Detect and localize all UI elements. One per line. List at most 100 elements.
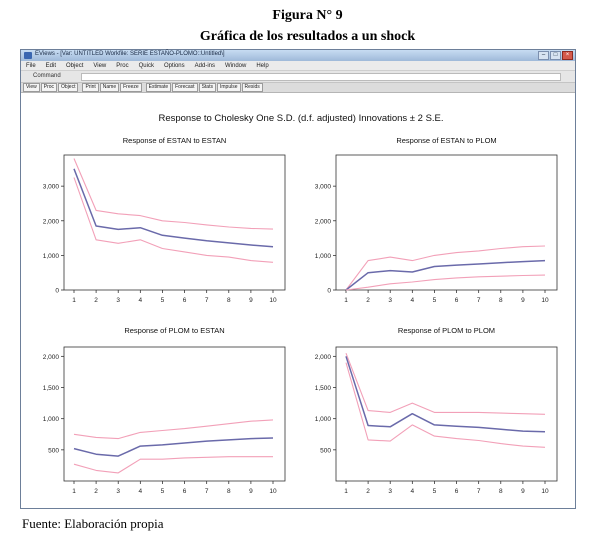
y-tick-label: 3,000 [43,184,60,191]
menu-edit[interactable]: Edit [45,62,57,69]
panel-title: Response of PLOM to ESTAN [124,326,224,335]
x-tick-label: 2 [94,297,98,304]
x-tick-label: 7 [205,488,209,495]
menu-help[interactable]: Help [256,62,269,69]
toolbar-view-button[interactable]: View [23,83,40,92]
x-tick-label: 9 [249,488,253,495]
lower-band-line [345,362,546,448]
toolbar-stats-button[interactable]: Stats [198,83,216,92]
y-tick-label: 1,000 [315,253,332,260]
panel-1: Response of ESTAN to ESTAN 0 1,000 2,000 3,0… [43,136,286,304]
x-tick-label: 7 [477,297,481,304]
close-button[interactable]: × [562,51,573,60]
menu-bar: File Edit Object View Proc Quick Options… [21,61,575,70]
y-tick-label: 2,000 [43,354,60,361]
window-titlebar[interactable]: EViews - [Var: UNTITLED Workfile: SERIE … [21,50,575,61]
x-tick-label: 4 [411,488,415,495]
x-tick-label: 5 [161,297,165,304]
x-tick-label: 1 [344,297,348,304]
x-tick-label: 5 [433,297,437,304]
x-tick-label: 9 [521,297,525,304]
toolbar-object-button[interactable]: Object [58,83,79,92]
x-tick-label: 3 [388,297,392,304]
plot-frame [335,154,558,291]
y-tick-label: 2,000 [315,354,332,361]
toolbar-name-button[interactable]: Name [99,83,120,92]
x-tick-label: 3 [116,488,120,495]
y-tick-label: 1,000 [315,416,332,423]
x-tick-label: 8 [499,488,503,495]
menu-addins[interactable]: Add-ins [194,62,215,69]
var-toolbar: View Proc Object Print Name Freeze Estim… [21,82,575,93]
x-tick-label: 3 [388,488,392,495]
x-tick-label: 2 [94,488,98,495]
upper-band-line [73,158,274,230]
toolbar-print-button[interactable]: Print [82,83,99,92]
panel-2: Response of ESTAN to PLOM 0 1,000 2,000 3,00… [315,136,558,304]
plot-frame [63,154,286,291]
response-line [345,259,546,291]
x-tick-label: 10 [269,297,277,304]
response-line [73,168,274,248]
x-tick-label: 8 [227,488,231,495]
menu-window[interactable]: Window [224,62,247,69]
x-tick-label: 5 [161,488,165,495]
lower-band-line [73,456,273,474]
maximize-button[interactable]: □ [550,51,561,60]
menu-view[interactable]: View [93,62,107,69]
menu-quick[interactable]: Quick [138,62,154,69]
minimize-button[interactable]: – [538,51,549,60]
figure-source: Fuente: Elaboración propia [22,516,164,531]
panel-title: Response of ESTAN to PLOM [396,136,496,145]
y-tick-label: 2,000 [315,218,332,225]
response-line [73,437,274,457]
panel-4: Response of PLOM to PLOM 500 1,000 1,500 2,0… [315,326,558,495]
y-tick-label: 0 [55,288,59,295]
panel-title: Response of ESTAN to ESTAN [123,136,227,145]
x-tick-label: 3 [116,297,120,304]
plot-frame [335,346,558,482]
x-tick-label: 7 [205,297,209,304]
x-tick-label: 4 [139,488,143,495]
toolbar-freeze-button[interactable]: Freeze [120,83,142,92]
toolbar-impulse-button[interactable]: Impulse [216,83,241,92]
window-controls: – □ × [538,51,573,60]
toolbar-proc-button[interactable]: Proc [40,83,58,92]
eviews-window: EViews - [Var: UNTITLED Workfile: SERIE … [20,49,576,509]
menu-proc[interactable]: Proc [116,62,129,69]
command-tab[interactable]: Command [33,73,61,79]
toolbar-resids-button[interactable]: Resids [241,83,263,92]
panel-title: Response of PLOM to PLOM [398,326,495,335]
menu-options[interactable]: Options [163,62,185,69]
upper-band-line [345,353,546,415]
menu-object[interactable]: Object [66,62,84,69]
y-tick-label: 3,000 [315,184,332,191]
x-tick-label: 10 [541,488,549,495]
x-tick-label: 8 [227,297,231,304]
x-tick-label: 4 [139,297,143,304]
toolbar-forecast-button[interactable]: Forecast [172,83,198,92]
y-tick-label: 1,500 [315,385,332,392]
x-tick-label: 1 [72,297,76,304]
command-input[interactable] [81,73,561,81]
plot-frame [63,346,286,482]
y-tick-label: 1,500 [43,385,60,392]
eviews-app-icon [24,52,32,59]
y-tick-label: 500 [48,447,59,454]
x-tick-label: 2 [366,488,370,495]
x-tick-label: 5 [433,488,437,495]
x-tick-label: 8 [499,297,503,304]
x-tick-label: 1 [344,488,348,495]
x-tick-label: 6 [183,488,187,495]
toolbar-estimate-button[interactable]: Estimate [145,83,172,92]
x-tick-label: 6 [455,488,459,495]
figure-caption: Gráfica de los resultados a un shock [199,29,416,44]
x-tick-label: 9 [521,488,525,495]
upper-band-line [345,245,546,291]
menu-file[interactable]: File [26,62,36,69]
window-title: EViews - [Var: UNTITLED Workfile: SERIE … [35,51,225,57]
lower-band-line [345,274,546,291]
lower-band-line [73,177,274,263]
response-line [345,356,546,433]
